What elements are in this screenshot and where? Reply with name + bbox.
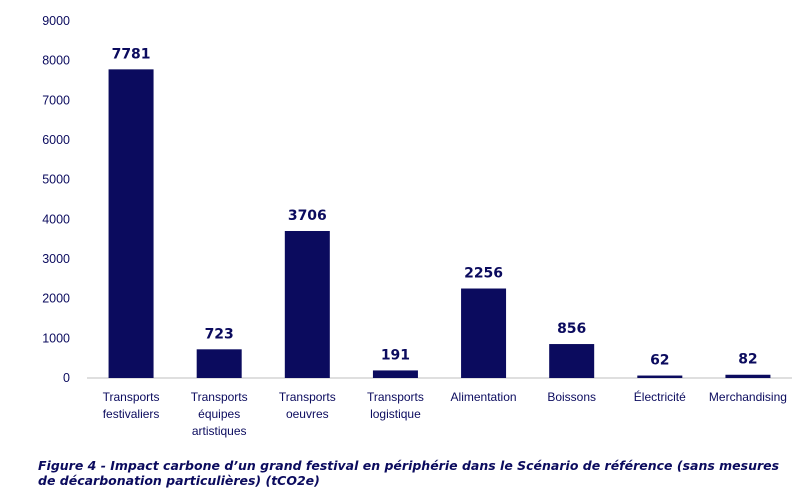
data-label: 723 [205, 326, 234, 342]
data-label: 82 [738, 352, 757, 368]
x-tick-label-line: oeuvres [286, 407, 329, 421]
x-tick-label: Transports oeuvres [279, 390, 336, 421]
y-tick-label: 7000 [42, 93, 70, 107]
figure-caption: Figure 4 - Impact carbone d’un grand fes… [38, 458, 780, 488]
bar [725, 374, 771, 378]
y-tick-label: 8000 [42, 54, 70, 68]
x-tick-label-line: Transports [279, 390, 336, 404]
y-tick-label: 0 [63, 371, 70, 385]
y-tick-label: 3000 [42, 252, 70, 266]
data-label: 3706 [288, 208, 327, 224]
x-tick-label-line: artistiques [192, 424, 247, 438]
x-tick-label-line: Transports [191, 390, 248, 404]
x-tick-label: Boissons [547, 390, 596, 404]
y-tick-label: 6000 [42, 133, 70, 147]
y-tick-label: 2000 [42, 292, 70, 306]
bar [196, 349, 242, 378]
x-tick-label-line: logistique [370, 407, 421, 421]
data-label: 191 [381, 347, 410, 363]
bar-chart: 0 1000 2000 3000 4000 5000 6000 7000 8000 9000 778… [42, 14, 792, 438]
data-label: 856 [557, 321, 586, 337]
data-label: 2256 [464, 266, 503, 282]
x-tick-label-line: Transports [367, 390, 424, 404]
bar [284, 230, 330, 378]
bar [461, 288, 507, 378]
x-tick-label: Alimentation [451, 390, 517, 404]
bar [108, 69, 154, 378]
x-tick-label: Merchandising [709, 390, 787, 404]
x-tick-label: Transports équipes artistiques [191, 390, 248, 438]
data-label: 62 [650, 353, 669, 369]
x-tick-label-line: festivaliers [103, 407, 160, 421]
x-tick-label-line: Électricité [634, 389, 686, 404]
x-tick-label-line: Alimentation [451, 390, 517, 404]
bar [549, 344, 595, 378]
data-label: 7781 [112, 46, 151, 62]
x-tick-label: Électricité [634, 389, 686, 404]
x-tick-label-line: équipes [198, 407, 240, 421]
x-tick-label-line: Transports [103, 390, 160, 404]
x-tick-label: Transports logistique [367, 390, 424, 421]
y-tick-label: 4000 [42, 212, 70, 226]
x-tick-label-line: Boissons [547, 390, 596, 404]
bar [372, 370, 418, 378]
bar [637, 375, 683, 378]
y-tick-label: 5000 [42, 173, 70, 187]
y-tick-label: 1000 [42, 331, 70, 345]
x-tick-label-line: Merchandising [709, 390, 787, 404]
x-tick-label: Transports festivaliers [103, 390, 160, 421]
y-tick-label: 9000 [42, 14, 70, 28]
